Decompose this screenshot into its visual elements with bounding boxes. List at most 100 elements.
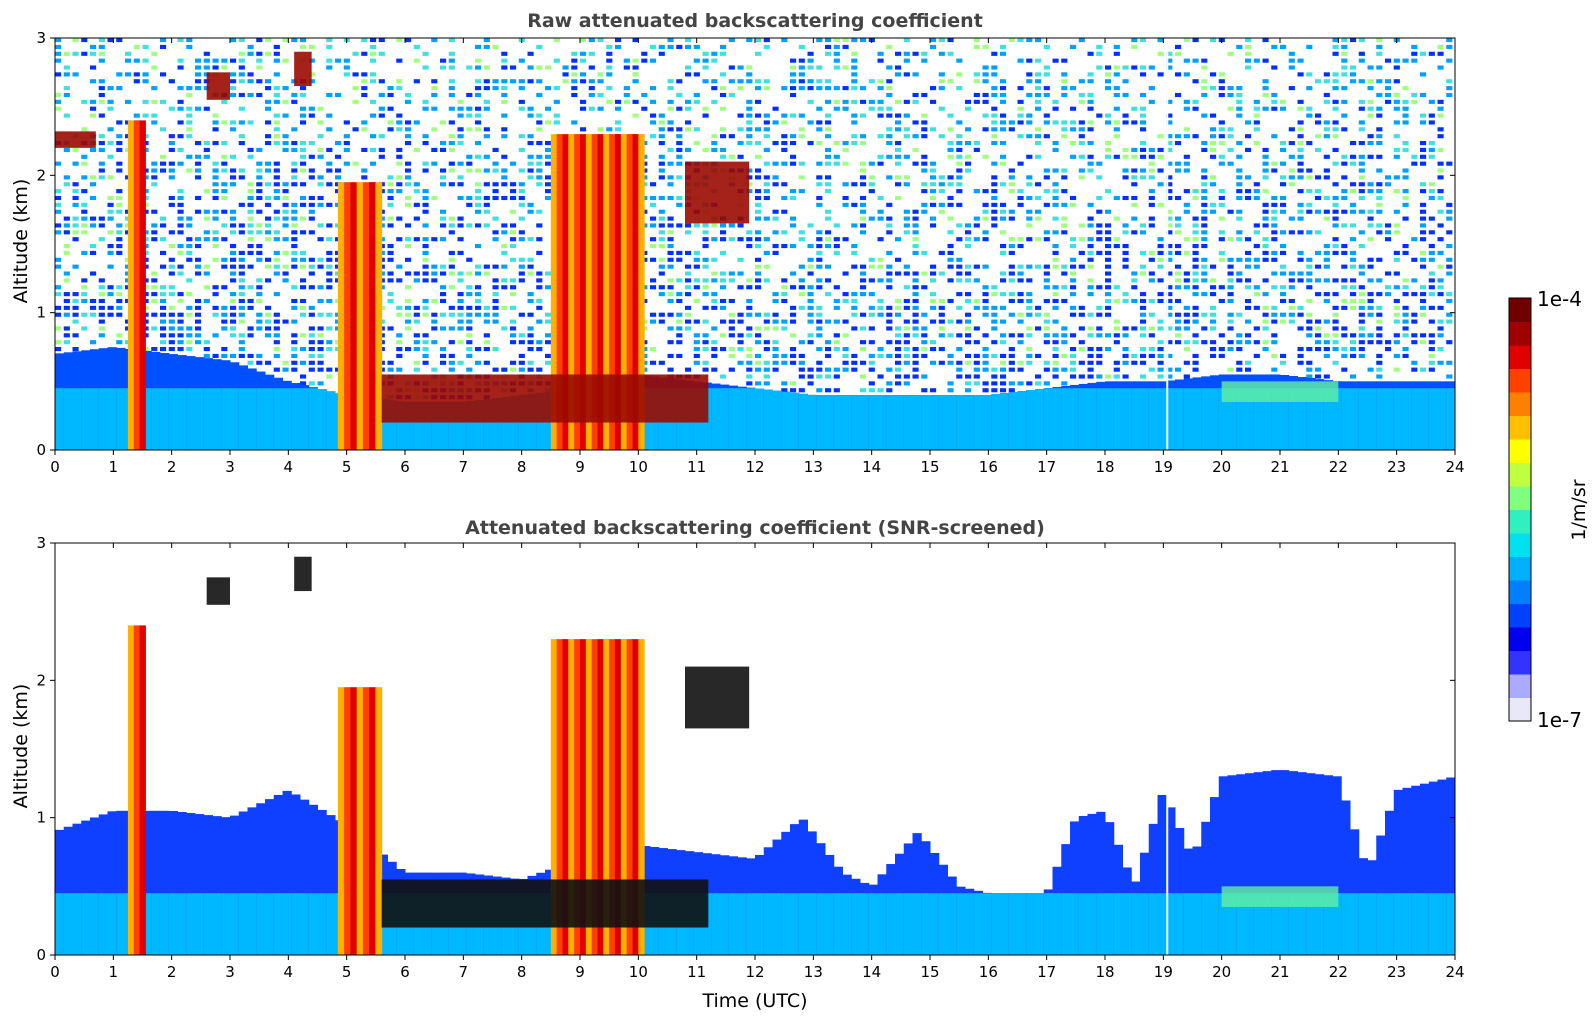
noise-cell [1350, 292, 1357, 297]
noise-cell [1148, 161, 1155, 166]
noise-cell [308, 216, 315, 221]
noise-cell [1192, 285, 1199, 290]
noise-cell [1350, 264, 1357, 269]
noise-cell [1017, 189, 1024, 194]
noise-cell [711, 340, 718, 345]
noise-cell [1122, 244, 1129, 249]
noise-cell [1192, 292, 1199, 297]
noise-cell [868, 99, 875, 104]
noise-cell [90, 44, 97, 49]
noise-cell [1341, 326, 1348, 331]
noise-cell [1148, 278, 1155, 283]
noise-cell [1393, 106, 1400, 111]
noise-cell [527, 333, 534, 338]
noise-cell [1280, 353, 1287, 358]
noise-cell [1148, 347, 1155, 352]
noise-cell [510, 79, 517, 84]
noise-cell [81, 99, 88, 104]
noise-cell [431, 195, 438, 201]
noise-cell [1253, 230, 1260, 235]
near-surface-column [1236, 388, 1246, 450]
noise-cell [448, 271, 455, 276]
noise-cell [1385, 230, 1392, 235]
near-surface-column [1288, 388, 1298, 450]
noise-cell [1017, 264, 1024, 269]
noise-cell [1437, 147, 1444, 152]
near-surface-column [483, 399, 493, 450]
noise-cell [711, 347, 718, 352]
noise-cell [1288, 182, 1295, 187]
noise-cell [431, 367, 438, 372]
noise-cell [886, 65, 893, 70]
noise-cell [781, 381, 788, 386]
noise-cell [247, 202, 254, 207]
raw-backscatter-panel: Raw attenuated backscattering coefficien… [10, 10, 1465, 476]
noise-cell [851, 58, 858, 63]
noise-cell [1131, 353, 1138, 358]
noise-cell [545, 65, 552, 70]
noise-cell [1446, 209, 1453, 214]
noise-cell [1166, 189, 1173, 194]
noise-cell [1227, 271, 1234, 276]
near-surface-column [142, 893, 152, 955]
noise-cell [702, 285, 709, 290]
noise-cell [501, 223, 508, 228]
noise-cell [1306, 285, 1313, 290]
noise-cell [1210, 38, 1217, 43]
noise-cell [212, 292, 219, 297]
near-surface-column [186, 893, 196, 955]
noise-cell [763, 195, 770, 201]
noise-cell [256, 298, 263, 304]
near-surface-column [90, 388, 100, 450]
noise-cell [921, 209, 928, 214]
noise-cell [623, 58, 630, 63]
noise-cell [1201, 141, 1208, 146]
noise-cell [982, 353, 989, 358]
noise-cell [457, 326, 464, 331]
noise-cell [317, 326, 324, 331]
noise-cell [1280, 312, 1287, 317]
noise-cell [203, 58, 210, 63]
noise-cell [930, 271, 937, 276]
noise-cell [291, 244, 298, 249]
noise-cell [755, 154, 762, 159]
noise-cell [308, 381, 315, 386]
noise-cell [1402, 305, 1409, 310]
noise-cell [1218, 347, 1225, 352]
noise-cell [720, 319, 727, 324]
noise-cell [930, 305, 937, 310]
noise-cell [518, 340, 525, 345]
noise-cell [816, 65, 823, 70]
noise-cell [186, 92, 193, 98]
noise-cell [422, 347, 429, 352]
noise-cell [221, 237, 228, 242]
noise-cell [895, 340, 902, 345]
noise-cell [81, 202, 88, 207]
noise-cell [212, 237, 219, 242]
noise-cell [903, 216, 910, 221]
noise-cell [256, 360, 263, 365]
strong-layer-strip [609, 134, 616, 450]
noise-cell [1437, 305, 1444, 310]
near-surface-column [921, 395, 931, 450]
near-surface-column [1113, 893, 1123, 955]
noise-cell [483, 319, 490, 324]
noise-cell [1253, 113, 1260, 118]
noise-cell [203, 216, 210, 221]
noise-cell [475, 92, 482, 98]
noise-cell [728, 92, 735, 98]
noise-cell [440, 298, 447, 304]
noise-cell [265, 278, 272, 283]
near-surface-column [160, 388, 170, 450]
noise-cell [1043, 319, 1050, 324]
noise-cell [1271, 209, 1278, 214]
noise-cell [1341, 161, 1348, 166]
near-surface-column [273, 388, 283, 450]
noise-cell [326, 38, 333, 43]
noise-cell [195, 86, 202, 91]
noise-cell [1306, 202, 1313, 207]
near-surface-column [1253, 388, 1263, 450]
noise-cell [317, 353, 324, 358]
noise-cell [1341, 278, 1348, 283]
noise-cell [1218, 120, 1225, 125]
